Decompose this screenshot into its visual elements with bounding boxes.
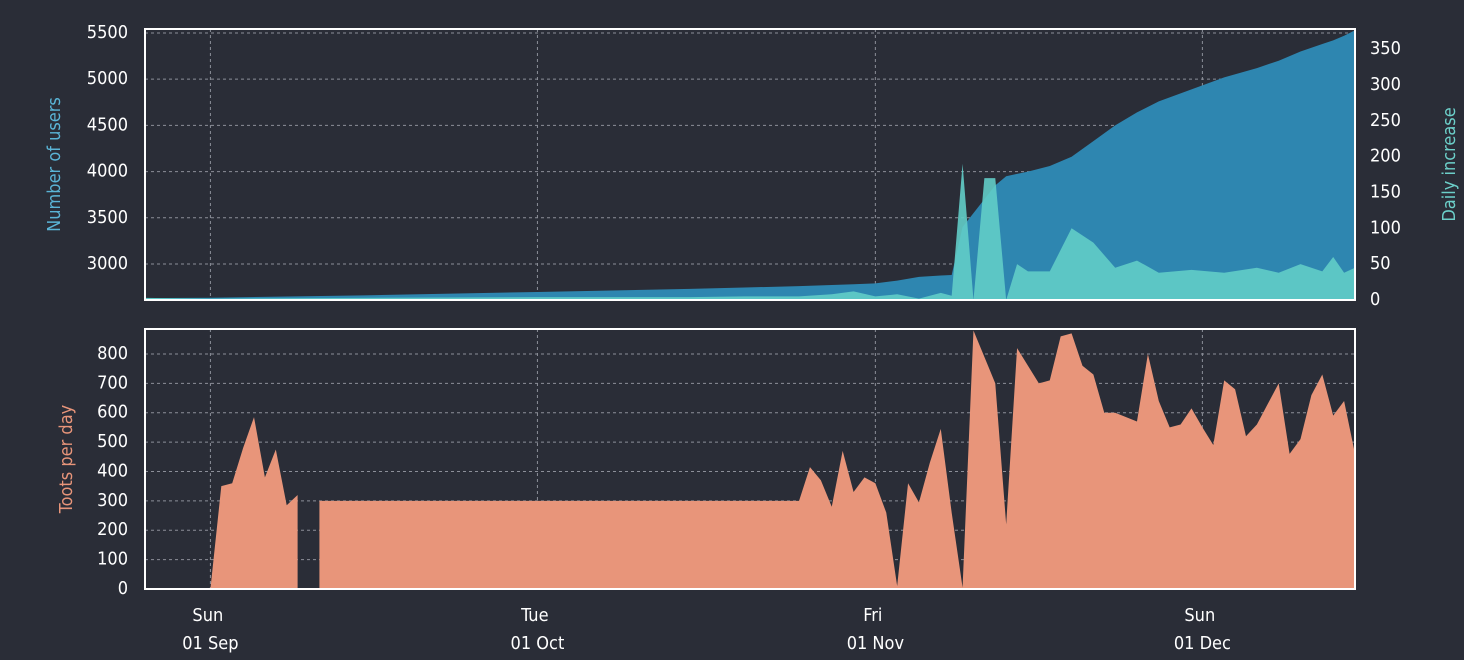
y-tick-label: 4000 [87, 161, 128, 182]
y-tick-label: 5000 [87, 68, 128, 89]
y-tick-label: 3500 [87, 207, 128, 228]
area [145, 417, 298, 589]
x-tick-weekday: Tue [520, 605, 554, 626]
x-tick-date: 01 Sep [182, 633, 238, 654]
area [319, 330, 1355, 589]
plot-frame [144, 28, 1356, 301]
x-tick-label: Sun 01 Dec [1174, 605, 1231, 654]
y2-tick-label: 100 [1370, 217, 1401, 238]
y-tick-label: 5500 [87, 22, 128, 43]
x-tick-label: Sun 01 Sep [182, 605, 238, 654]
y-tick-label: 500 [97, 431, 128, 452]
y2-tick-label: 150 [1370, 181, 1401, 202]
x-tick-date: 01 Nov [847, 633, 905, 654]
y-tick-label: 600 [97, 402, 128, 423]
y-tick-label: 300 [97, 490, 128, 511]
y-axis-label: Toots per day [56, 404, 77, 514]
y-tick-label: 400 [97, 460, 128, 481]
x-tick-weekday: Fri [863, 605, 887, 626]
plot-frame [144, 328, 1356, 590]
y-tick-label: 800 [97, 343, 128, 364]
y-tick-label: 700 [97, 372, 128, 393]
y2-tick-label: 0 [1370, 289, 1380, 310]
y2-tick-label: 200 [1370, 146, 1401, 167]
y2-tick-label: 350 [1370, 38, 1401, 59]
y2-tick-label: 300 [1370, 74, 1401, 95]
x-tick-date: 01 Dec [1174, 633, 1231, 654]
y-tick-label: 3000 [87, 253, 128, 274]
y-tick-label: 100 [97, 549, 128, 570]
y-axis-label: Number of users [44, 97, 65, 232]
y2-axis-label: Daily increase [1439, 107, 1460, 221]
y-tick-label: 0 [118, 578, 128, 599]
y2-tick-label: 50 [1370, 253, 1391, 274]
area [145, 30, 1355, 300]
x-tick-label: Tue 01 Oct [511, 605, 565, 654]
area [145, 163, 1355, 300]
x-tick-label: Fri 01 Nov [847, 605, 905, 654]
x-tick-weekday: Sun [192, 605, 228, 626]
y-tick-label: 200 [97, 519, 128, 540]
x-tick-weekday: Sun [1184, 605, 1220, 626]
x-tick-date: 01 Oct [511, 633, 565, 654]
y2-tick-label: 250 [1370, 110, 1401, 131]
y-tick-label: 4500 [87, 114, 128, 135]
